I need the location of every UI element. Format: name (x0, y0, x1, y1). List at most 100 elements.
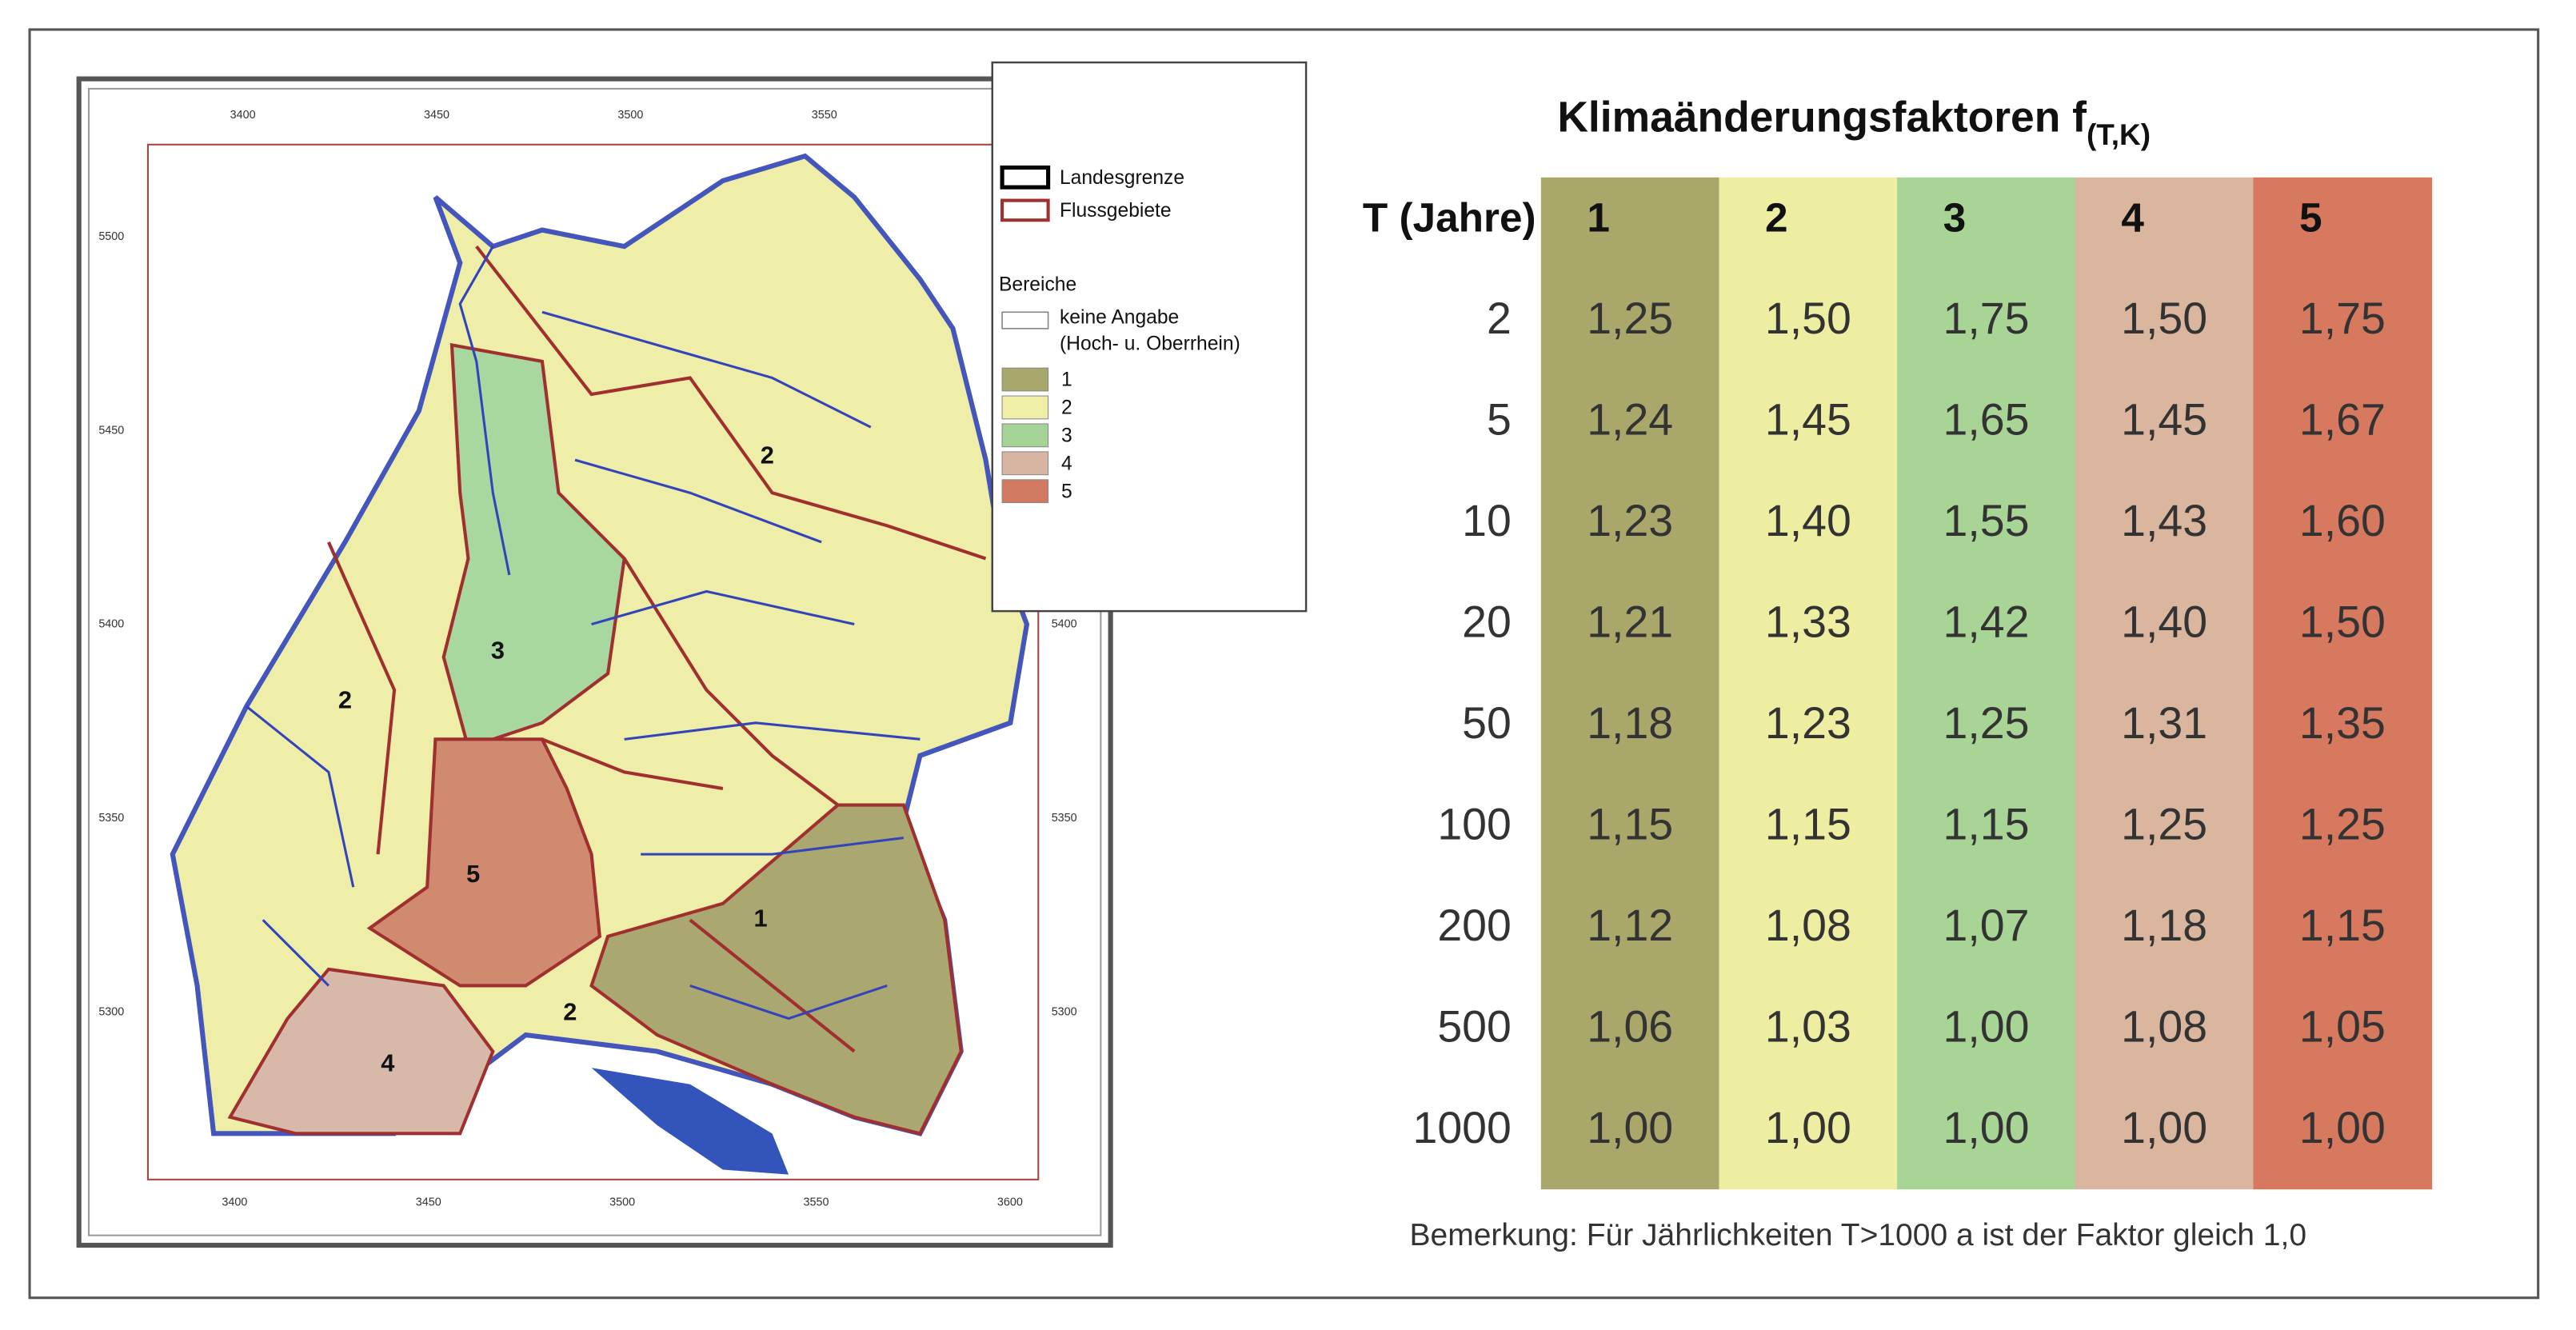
table-cell: 1,40 (2121, 597, 2207, 647)
title-main: Klimaänderungsfaktoren f (1557, 94, 2087, 141)
legend-line-label: Landesgrenze (1060, 167, 1184, 189)
map-tick-bottom: 3600 (997, 1196, 1023, 1209)
table-cell: 1,35 (2299, 698, 2386, 748)
table-cell: 1,00 (2299, 1103, 2386, 1152)
map (170, 153, 1030, 1175)
row-label: 10 (1462, 496, 1512, 545)
row-label: 5 (1487, 395, 1512, 445)
legend-swatch-none (1001, 311, 1049, 330)
legend-class-label: 3 (1061, 425, 1072, 447)
map-tick-left: 5400 (98, 618, 124, 631)
lake (591, 1068, 789, 1175)
map-tick-left: 5300 (98, 1005, 124, 1018)
map-tick-bottom: 3500 (609, 1196, 635, 1209)
table-cell: 1,08 (2121, 1002, 2207, 1052)
region-label: 2 (338, 685, 352, 713)
legend-none-label: (Hoch- u. Oberrhein) (1060, 333, 1240, 355)
table-cell: 1,23 (1587, 496, 1673, 545)
table-cell: 1,33 (1765, 597, 1851, 647)
region-label: 3 (491, 637, 505, 665)
map-tick-bottom: 3550 (804, 1196, 829, 1209)
legend-class-label: 1 (1061, 369, 1072, 391)
table-cell: 1,23 (1765, 698, 1851, 748)
table-cell: 1,15 (1943, 800, 2030, 849)
map-tick-left: 5500 (98, 230, 124, 243)
legend-swatch (1001, 367, 1049, 392)
note: Bemerkung: Für Jährlichkeiten T>1000 a i… (1410, 1218, 2307, 1252)
column-header: 4 (2121, 195, 2144, 241)
region-label: 1 (754, 905, 768, 933)
legend-swatch (1001, 395, 1049, 420)
row-label: 1000 (1412, 1103, 1511, 1152)
map-tick-right: 5400 (1052, 618, 1077, 631)
title-subscript: (T,K) (2087, 118, 2151, 151)
table-cell: 1,25 (1943, 698, 2030, 748)
legend-swatch (1001, 451, 1049, 476)
map-frame-inner (87, 87, 1102, 1236)
table-cell: 1,00 (1943, 1002, 2030, 1052)
map-tick-right: 5350 (1052, 812, 1077, 825)
table-cell: 1,43 (2121, 496, 2207, 545)
legend-class-label: 4 (1061, 453, 1072, 474)
map-tick-top: 3400 (230, 109, 256, 122)
map-tick-right: 5300 (1052, 1005, 1077, 1018)
region-1 (589, 803, 963, 1136)
corner-header: T (Jahre) (1363, 195, 1536, 241)
table-cell: 1,25 (1587, 294, 1673, 343)
table-cell: 1,45 (1765, 395, 1851, 445)
map-tick-left: 5450 (98, 424, 124, 437)
table-cell: 1,50 (2121, 294, 2207, 343)
table-cell: 1,12 (1587, 901, 1673, 950)
region-4 (227, 967, 495, 1136)
legend-line-label: Flussgebiete (1060, 200, 1172, 222)
table-cell: 1,07 (1943, 901, 2030, 950)
table-cell: 1,18 (2121, 901, 2207, 950)
legend-box (991, 61, 1308, 613)
legend-none-label: keine Angabe (1060, 307, 1179, 329)
legend-heading: Bereiche (999, 274, 1076, 296)
table-cell: 1,00 (1765, 1103, 1851, 1152)
column-header: 3 (1943, 195, 1967, 241)
legend-class-label: 2 (1061, 397, 1072, 419)
column-header: 1 (1587, 195, 1610, 241)
region-5 (366, 737, 601, 988)
column-background (1897, 177, 2076, 1190)
row-label: 100 (1437, 800, 1512, 849)
table-cell: 1,67 (2299, 395, 2386, 445)
table-cell: 1,21 (1587, 597, 1673, 647)
region-label: 4 (381, 1048, 394, 1076)
row-label: 50 (1462, 698, 1512, 748)
table-cell: 1,15 (2299, 901, 2386, 950)
legend-swatch (1001, 479, 1049, 504)
table-cell: 1,00 (1587, 1103, 1673, 1152)
map-tick-bottom: 3400 (222, 1196, 247, 1209)
table-cell: 1,50 (2299, 597, 2386, 647)
legend-swatch-border (1000, 165, 1051, 190)
table-cell: 1,06 (1587, 1002, 1673, 1052)
table-cell: 1,25 (2299, 800, 2386, 849)
map-tick-bottom: 3450 (416, 1196, 441, 1209)
legend-class-label: 5 (1061, 481, 1072, 502)
row-label: 2 (1487, 294, 1512, 343)
table-cell: 1,00 (2121, 1103, 2207, 1152)
rivers (246, 246, 921, 1020)
table-title: Klimaänderungsfaktoren f(T,K) (1557, 94, 2151, 150)
basin-borders (327, 245, 987, 1053)
table-cell: 1,15 (1765, 800, 1851, 849)
region-label: 2 (761, 441, 774, 469)
region-label: 2 (563, 998, 577, 1026)
table-cell: 1,75 (2299, 294, 2386, 343)
table-cell: 1,42 (1943, 597, 2030, 647)
table-cell: 1,65 (1943, 395, 2030, 445)
table-cell: 1,40 (1765, 496, 1851, 545)
column-background (2253, 177, 2433, 1190)
table-cell: 1,45 (2121, 395, 2207, 445)
table-cell: 1,60 (2299, 496, 2386, 545)
region-label: 5 (466, 860, 480, 888)
legend-swatch (1001, 423, 1049, 448)
table-cell: 1,55 (1943, 496, 2030, 545)
map-tick-top: 3550 (812, 109, 837, 122)
table-cell: 1,24 (1587, 395, 1673, 445)
